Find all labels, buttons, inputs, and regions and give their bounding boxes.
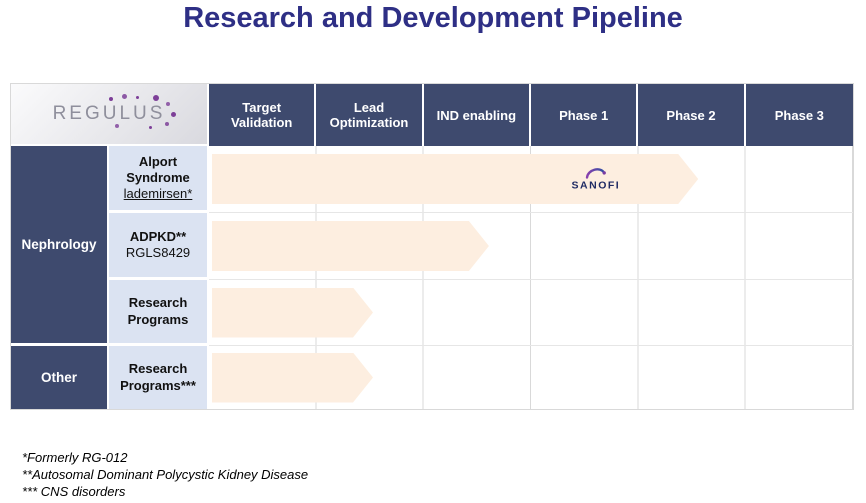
- column-header-phase-3: Phase 3: [745, 84, 853, 146]
- logo-dot-icon: [121, 94, 127, 99]
- program-name: ADPKD**: [129, 228, 187, 244]
- logo-dot-icon: [108, 97, 113, 101]
- logo-dot-icon: [152, 95, 159, 101]
- sanofi-logo: SANOFI: [572, 167, 621, 192]
- column-header-phase-2: Phase 2: [638, 84, 746, 146]
- pipeline-row-adpkd: [209, 213, 853, 280]
- program-label-research-programs: Research Programs: [109, 280, 209, 346]
- regulus-logo-text: REGULUS: [52, 103, 166, 124]
- progress-arrow-alport: SANOFI: [212, 154, 698, 204]
- column-header-target-validation: Target Validation: [209, 84, 317, 146]
- column-header-lead-optimization: Lead Optimization: [316, 84, 424, 146]
- sanofi-wordmark: SANOFI: [571, 179, 621, 192]
- logo-dot-icon: [135, 96, 139, 99]
- logo-dot-icon: [170, 112, 176, 117]
- sanofi-bird-icon: [584, 167, 608, 180]
- footnote-adpkd: **Autosomal Dominant Polycystic Kidney D…: [22, 467, 309, 483]
- pipeline-row-research-programs: [209, 280, 853, 346]
- footnote-cns: *** CNS disorders: [22, 484, 126, 500]
- logo-dot-icon: [164, 122, 169, 126]
- program-drug-name: RGLS8429: [125, 245, 191, 260]
- program-label-research-programs-other: Research Programs***: [109, 346, 209, 409]
- group-label-other: Other: [11, 346, 109, 409]
- logo-dot-icon: [165, 102, 170, 106]
- pipeline-row-research-programs-other: [209, 346, 853, 409]
- regulus-logo: REGULUS: [11, 84, 209, 146]
- pipeline-row-alport-syndrome: SANOFI: [209, 146, 853, 213]
- progress-arrow-research-programs-other: [212, 353, 373, 403]
- logo-dot-icon: [114, 124, 119, 128]
- pipeline-table: REGULUS Target Validation Lead Optimizat…: [10, 83, 854, 410]
- program-drug-name: lademirsen*: [123, 186, 193, 202]
- progress-arrow-adpkd: [212, 221, 489, 271]
- progress-arrow-research-programs: [212, 288, 373, 338]
- page-title: Research and Development Pipeline: [183, 2, 683, 34]
- column-header-ind-enabling: IND enabling: [423, 84, 531, 146]
- footnote-formerly-rg012: *Formerly RG-012: [22, 450, 128, 465]
- logo-dot-icon: [148, 126, 152, 129]
- group-label-nephrology: Nephrology: [11, 146, 109, 346]
- program-name: Research Programs: [127, 295, 189, 327]
- program-name: Research Programs***: [120, 361, 196, 393]
- program-name: Alport Syndrome: [126, 153, 190, 185]
- regulus-logo-inner: REGULUS: [52, 94, 176, 129]
- program-label-alport-syndrome: Alport Syndrome lademirsen*: [109, 146, 209, 213]
- footnotes: *Formerly RG-012 **Autosomal Dominant Po…: [22, 449, 308, 500]
- column-header-phase-1: Phase 1: [531, 84, 639, 146]
- program-label-adpkd: ADPKD** RGLS8429: [109, 213, 209, 280]
